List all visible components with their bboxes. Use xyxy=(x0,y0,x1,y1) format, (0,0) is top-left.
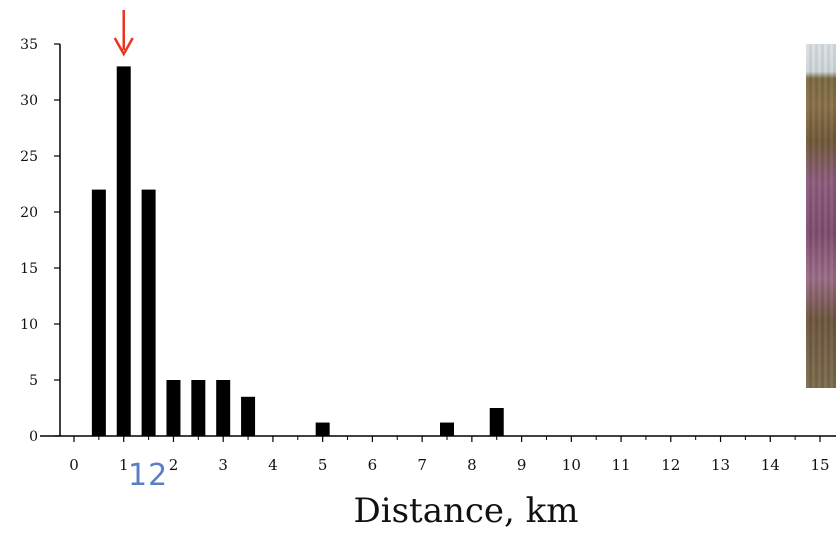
slide-number: 12 xyxy=(128,458,169,493)
x-tick-label: 3 xyxy=(218,456,228,474)
chart-axes xyxy=(40,43,836,442)
chart-bars xyxy=(91,66,504,437)
x-tick-label: 8 xyxy=(467,456,477,474)
heather-moorland-photo xyxy=(806,44,836,388)
bar xyxy=(489,408,504,436)
x-tick-label: 13 xyxy=(711,456,730,474)
x-tick-label: 14 xyxy=(761,456,780,474)
bar xyxy=(241,396,256,436)
x-tick-label: 6 xyxy=(368,456,378,474)
x-tick-label: 9 xyxy=(517,456,527,474)
bar xyxy=(116,66,131,437)
x-tick-label: 7 xyxy=(417,456,427,474)
x-axis-label: Distance, km xyxy=(353,491,578,530)
y-tick-label: 10 xyxy=(20,317,38,333)
x-tick-label: 11 xyxy=(612,456,631,474)
x-tick-label: 5 xyxy=(318,456,328,474)
bar xyxy=(216,380,231,436)
x-tick-label: 10 xyxy=(562,456,581,474)
x-tick-label: 4 xyxy=(268,456,278,474)
x-tick-label: 1 xyxy=(119,456,129,474)
bar xyxy=(91,189,106,436)
bar xyxy=(440,422,454,436)
chart-annotation xyxy=(113,10,134,57)
down-arrow-icon-head xyxy=(113,37,134,57)
y-tick-label: 0 xyxy=(29,429,38,445)
y-tick-label: 35 xyxy=(20,37,38,53)
bar xyxy=(315,422,330,436)
y-tick-label: 30 xyxy=(20,93,38,109)
x-tick-label: 2 xyxy=(169,456,179,474)
y-tick-label: 20 xyxy=(20,205,38,221)
x-tick-label: 15 xyxy=(810,456,829,474)
y-tick-label: 25 xyxy=(20,149,38,165)
bar xyxy=(166,380,181,436)
x-tick-label: 12 xyxy=(661,456,680,474)
bar xyxy=(191,380,206,436)
bar xyxy=(141,189,156,436)
y-tick-label: 15 xyxy=(20,261,38,277)
x-tick-label: 0 xyxy=(69,456,79,474)
y-tick-label: 5 xyxy=(29,373,38,389)
